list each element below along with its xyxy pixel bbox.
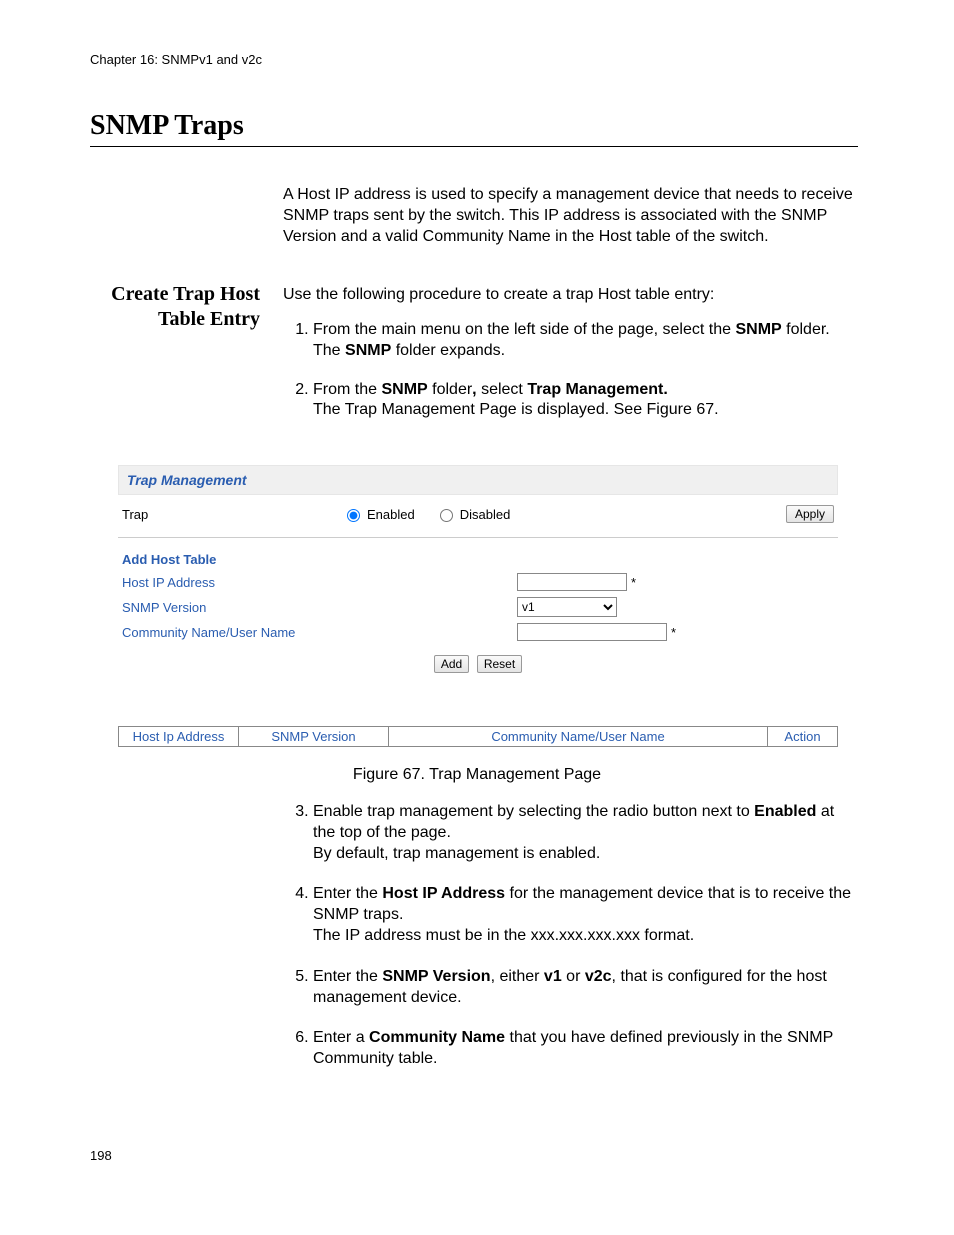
disabled-radio-input[interactable]	[440, 509, 453, 522]
apply-button[interactable]: Apply	[786, 505, 834, 523]
add-button[interactable]: Add	[434, 655, 469, 673]
section-subheading: Create Trap Host Table Entry	[90, 282, 260, 332]
enabled-label: Enabled	[367, 507, 415, 522]
step-6: Enter a Community Name that you have def…	[313, 1028, 857, 1070]
step-4: Enter the Host IP Address for the manage…	[313, 884, 857, 946]
step-1: From the main menu on the left side of t…	[313, 320, 857, 362]
required-star: *	[631, 575, 636, 590]
snmp-version-label: SNMP Version	[122, 600, 517, 615]
procedure-intro: Use the following procedure to create a …	[283, 286, 857, 304]
figure-caption: Figure 67. Trap Management Page	[0, 766, 954, 784]
community-input[interactable]	[517, 623, 667, 641]
host-ip-input[interactable]	[517, 573, 627, 591]
button-row: Add Reset	[122, 647, 834, 677]
community-label: Community Name/User Name	[122, 625, 517, 640]
intro-paragraph: A Host IP address is used to specify a m…	[283, 185, 857, 247]
host-ip-row: Host IP Address *	[122, 573, 834, 591]
disabled-label: Disabled	[460, 507, 511, 522]
col-host-ip: Host Ip Address	[119, 727, 239, 747]
add-host-title: Add Host Table	[122, 552, 834, 567]
step-5: Enter the SNMP Version, either v1 or v2c…	[313, 967, 857, 1009]
host-table: Host Ip Address SNMP Version Community N…	[118, 726, 838, 747]
title-block: SNMP Traps	[90, 110, 858, 147]
procedure-list-top: From the main menu on the left side of t…	[283, 320, 857, 439]
step-2: From the SNMP folder, select Trap Manage…	[313, 380, 857, 422]
chapter-header: Chapter 16: SNMPv1 and v2c	[90, 52, 262, 67]
trap-radio-group: Enabled Disabled	[342, 506, 786, 522]
enabled-radio-input[interactable]	[347, 509, 360, 522]
snmp-version-select[interactable]: v1	[517, 597, 617, 617]
trap-label: Trap	[122, 507, 342, 522]
reset-button[interactable]: Reset	[477, 655, 522, 673]
page-title: SNMP Traps	[90, 110, 858, 147]
page-number: 198	[90, 1148, 112, 1163]
trap-enable-row: Trap Enabled Disabled Apply	[118, 495, 838, 538]
snmp-version-row: SNMP Version v1	[122, 597, 834, 617]
enabled-radio[interactable]: Enabled	[342, 506, 415, 522]
col-community: Community Name/User Name	[389, 727, 768, 747]
required-star-2: *	[671, 625, 676, 640]
host-ip-label: Host IP Address	[122, 575, 517, 590]
disabled-radio[interactable]: Disabled	[435, 506, 511, 522]
step-3: Enable trap management by selecting the …	[313, 802, 857, 864]
community-row: Community Name/User Name *	[122, 623, 834, 641]
add-host-block: Add Host Table Host IP Address * SNMP Ve…	[118, 538, 838, 677]
figure-67-panel: Trap Management Trap Enabled Disabled Ap…	[118, 465, 838, 677]
col-action: Action	[768, 727, 838, 747]
host-table-header-row: Host Ip Address SNMP Version Community N…	[119, 727, 838, 747]
procedure-list-bottom: Enable trap management by selecting the …	[283, 802, 857, 1090]
panel-title: Trap Management	[118, 465, 838, 495]
col-snmp-version: SNMP Version	[239, 727, 389, 747]
